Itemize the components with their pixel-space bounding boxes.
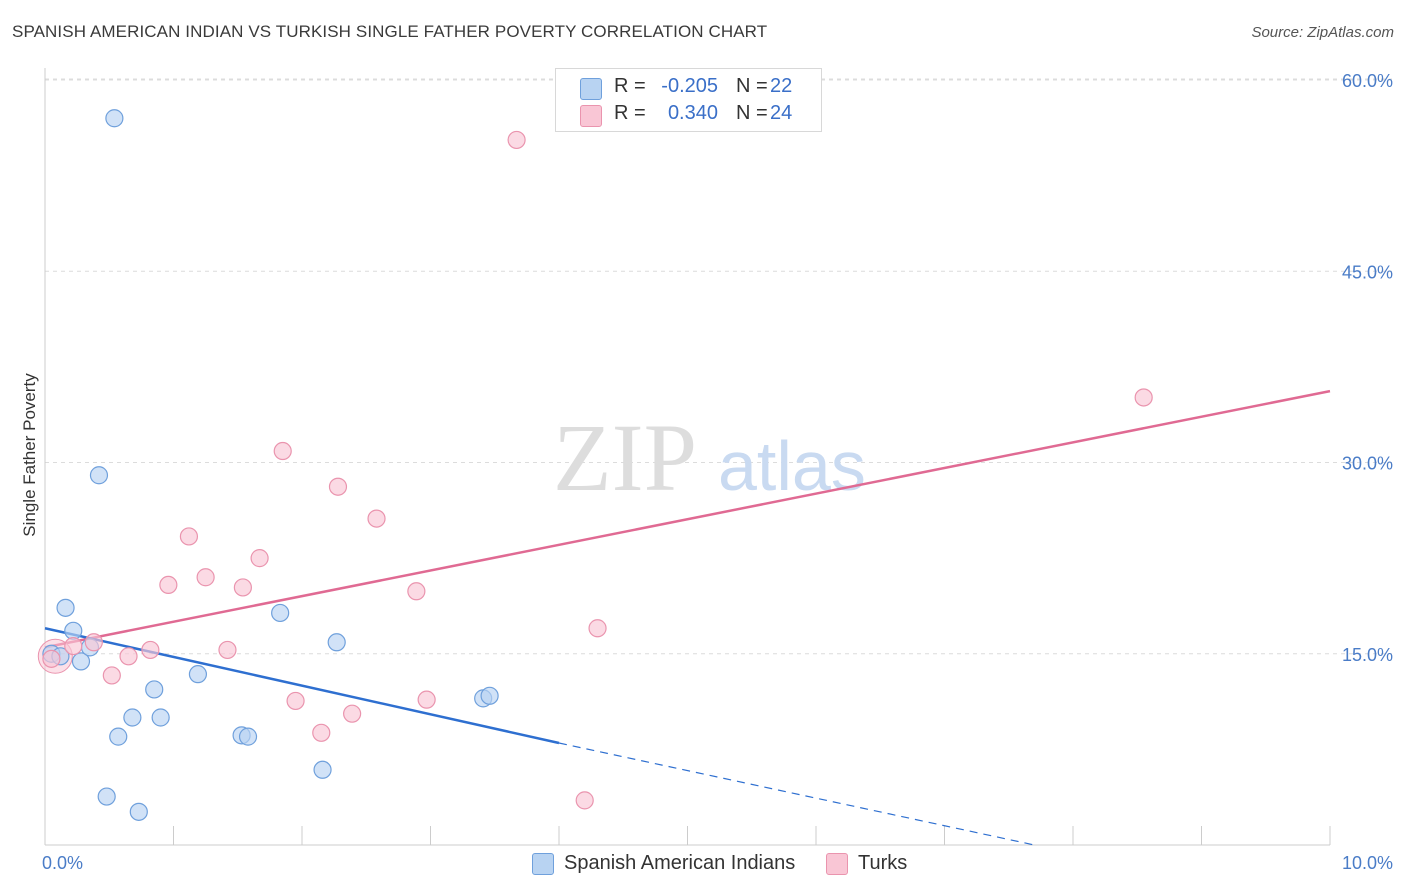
point-turks <box>250 549 269 568</box>
watermark-atlas: atlas <box>718 427 866 505</box>
point-turks <box>141 640 160 660</box>
series-label: Spanish American Indians <box>564 852 796 874</box>
point-spanish-american-indians <box>480 686 499 705</box>
legend-row-blue: R = -0.205 N = 22 <box>556 75 821 101</box>
trend-line-turks <box>44 389 1331 649</box>
point-turks <box>196 568 215 587</box>
point-spanish-american-indians <box>89 466 109 485</box>
point-turks <box>159 575 178 595</box>
legend-swatch-pink <box>580 105 602 127</box>
trend-extension-spanish-american-indians <box>558 742 1035 846</box>
point-turks <box>233 578 252 597</box>
point-spanish-american-indians <box>64 621 83 640</box>
y-tick-label: 30.0% <box>1342 454 1393 474</box>
point-spanish-american-indians <box>271 603 290 623</box>
point-spanish-american-indians <box>56 598 75 617</box>
trend-line-spanish-american-indians <box>44 627 560 745</box>
point-turks <box>312 723 331 742</box>
point-turks <box>1134 388 1153 407</box>
point-turks <box>102 666 121 685</box>
point-turks <box>367 509 386 528</box>
legend-r-label: R = <box>614 102 646 124</box>
series-swatch-pink <box>826 853 848 875</box>
legend-row-pink: R = 0.340 N = 24 <box>556 102 821 128</box>
point-turks <box>343 704 362 723</box>
legend-r-value: -0.205 <box>661 75 718 97</box>
point-turks <box>507 130 526 150</box>
point-spanish-american-indians <box>327 633 346 652</box>
point-turks <box>273 441 292 461</box>
point-spanish-american-indians <box>151 708 170 727</box>
point-spanish-american-indians <box>129 802 148 821</box>
series-label: Turks <box>858 852 908 874</box>
point-turks <box>588 619 607 638</box>
point-spanish-american-indians <box>313 760 332 779</box>
point-turks <box>84 633 103 652</box>
point-turks <box>286 691 305 711</box>
trend-lines <box>44 389 1331 846</box>
point-turks <box>179 527 199 546</box>
point-spanish-american-indians <box>238 727 258 746</box>
point-spanish-american-indians <box>71 652 91 671</box>
point-turks <box>64 636 83 656</box>
point-turks <box>119 647 138 666</box>
point-turks <box>417 690 436 709</box>
point-spanish-american-indians <box>145 680 164 699</box>
point-turks <box>575 791 594 810</box>
axes <box>44 68 1331 846</box>
tick-labels: 15.0% 30.0% 45.0% 60.0% 0.0% 10.0% <box>42 71 1393 873</box>
y-tick-label: 60.0% <box>1342 71 1393 91</box>
legend-r-value: 0.340 <box>667 102 718 124</box>
x-tick-label: 10.0% <box>1342 853 1393 873</box>
y-tick-label: 15.0% <box>1342 645 1393 665</box>
source-attribution: Source: ZipAtlas.com <box>1251 24 1394 41</box>
gridlines <box>45 78 1392 655</box>
chart-title: SPANISH AMERICAN INDIAN VS TURKISH SINGL… <box>12 22 768 41</box>
correlation-legend: R = -0.205 N = 22 R = 0.340 N = 24 <box>555 68 822 132</box>
legend-n-label: N = <box>736 75 768 97</box>
point-spanish-american-indians <box>123 708 142 727</box>
y-axis-label: Single Father Poverty <box>20 373 39 537</box>
legend-swatch-blue <box>580 78 602 100</box>
series-swatch-blue <box>532 853 554 875</box>
y-tick-label: 45.0% <box>1342 262 1393 282</box>
point-spanish-american-indians <box>109 727 128 746</box>
point-spanish-american-indians <box>105 109 124 128</box>
point-turks <box>218 640 237 660</box>
point-turks <box>407 582 426 601</box>
legend-n-value: 24 <box>770 102 793 124</box>
watermark-zip: ZIP <box>553 404 697 511</box>
point-turks <box>42 649 61 668</box>
legend-r-label: R = <box>614 75 646 97</box>
data-points <box>37 109 1153 821</box>
point-spanish-american-indians <box>97 787 116 806</box>
point-spanish-american-indians <box>188 665 208 684</box>
point-turks <box>328 477 348 496</box>
legend-n-label: N = <box>736 102 768 124</box>
legend-n-value: 22 <box>770 75 793 97</box>
x-tick-label: 0.0% <box>42 853 83 873</box>
